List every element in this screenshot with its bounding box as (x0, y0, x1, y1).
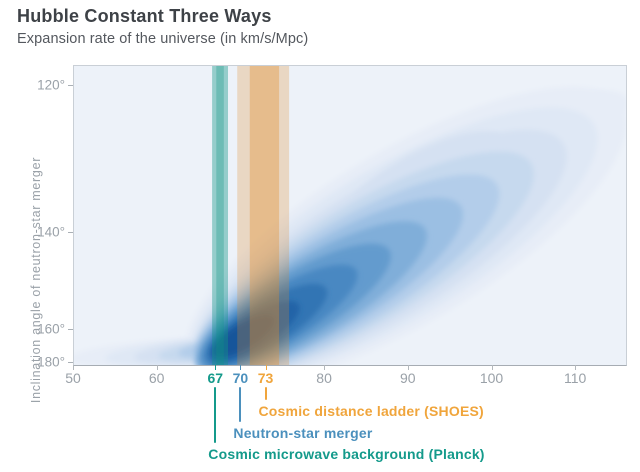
x-tick-mark (265, 365, 267, 370)
x-tick-mark (215, 365, 217, 370)
page-subtitle: Expansion rate of the universe (in km/s/… (17, 31, 309, 47)
reference-band (212, 66, 229, 365)
density-plot-area: Inclination angle of neutron-star merger (29, 65, 627, 403)
legend-leader-line-shoes (264, 387, 267, 400)
x-tick-label: 110 (564, 370, 587, 386)
x-tick-mark (407, 365, 409, 370)
legend-leader-line-merger (239, 387, 242, 422)
x-tick-label: 50 (65, 370, 81, 386)
density-contour (213, 315, 275, 357)
y-tick-mark (68, 328, 73, 330)
x-tick-mark (156, 365, 158, 370)
y-tick-label: 120° (37, 77, 65, 93)
reference-band (216, 66, 224, 365)
x-tick-label: 73 (257, 370, 274, 386)
legend-leader-line-planck (214, 387, 217, 443)
x-tick-mark (324, 365, 326, 370)
page-title: Hubble Constant Three Ways (17, 6, 272, 26)
x-tick-label: 80 (316, 370, 332, 386)
legend-label-merger: Neutron-star merger (233, 425, 373, 441)
y-tick-label: 160° (37, 321, 65, 337)
x-tick-label: 100 (479, 370, 504, 386)
y-tick-mark (68, 232, 73, 234)
neutron-star-merger-density-contours (74, 66, 626, 365)
legend-label-planck: Cosmic microwave background (Planck) (208, 446, 485, 462)
x-tick-label: 60 (148, 370, 165, 386)
x-tick-mark (575, 365, 577, 370)
x-tick-label: 67 (207, 370, 224, 386)
y-tick-label: 180° (37, 354, 65, 370)
reference-band (237, 66, 290, 365)
y-tick-mark (68, 85, 73, 86)
x-tick-label: 90 (400, 370, 416, 386)
y-tick-mark (68, 362, 73, 363)
y-tick-label: 140° (37, 224, 65, 240)
x-tick-mark (240, 365, 242, 370)
reference-band (249, 66, 280, 365)
x-tick-label: 70 (232, 370, 249, 386)
x-tick-mark (491, 365, 493, 370)
legend-label-shoes: Cosmic distance ladder (SHOES) (258, 403, 484, 419)
x-tick-mark (73, 365, 74, 370)
